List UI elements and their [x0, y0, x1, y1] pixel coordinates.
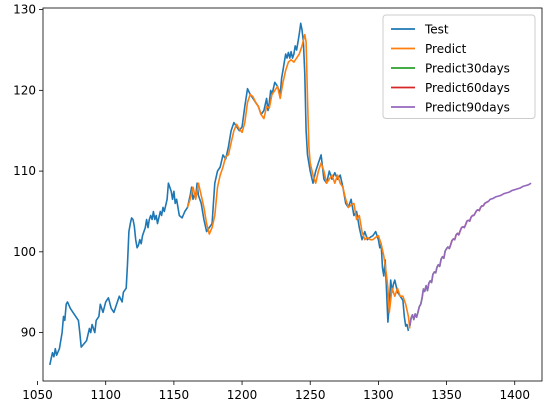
y-tick-label: 90 — [21, 326, 36, 340]
legend-box — [382, 14, 536, 119]
series-line-predict — [186, 33, 411, 329]
y-axis: 90 100 110 120 130 — [13, 3, 43, 340]
y-tick-label: 120 — [13, 83, 36, 97]
y-tick-label: 110 — [13, 164, 36, 178]
x-tick-label: 1350 — [431, 388, 462, 402]
legend-label: Test — [424, 23, 449, 37]
legend-label: Predict90days — [425, 101, 510, 115]
legend-label: Predict — [425, 42, 467, 56]
y-tick-label: 100 — [13, 245, 36, 259]
x-tick-label: 1400 — [499, 388, 530, 402]
legend-label: Predict30days — [425, 62, 510, 76]
x-tick-label: 1300 — [363, 388, 394, 402]
plot-frame — [42, 7, 543, 382]
legend-label: Predict60days — [425, 81, 510, 95]
y-tick-label: 130 — [13, 3, 36, 17]
x-tick-label: 1100 — [90, 388, 121, 402]
legend: Test Predict Predict30days Predict60days Pre… — [382, 14, 536, 119]
x-tick-label: 1250 — [295, 388, 326, 402]
plot-lines — [49, 22, 532, 366]
x-tick-label: 1150 — [159, 388, 190, 402]
x-axis: 1050 1100 1150 1200 1250 1300 1350 1400 — [22, 381, 530, 402]
x-tick-label: 1050 — [22, 388, 53, 402]
x-tick-label: 1200 — [227, 388, 258, 402]
series-line-predict90days — [409, 182, 532, 327]
